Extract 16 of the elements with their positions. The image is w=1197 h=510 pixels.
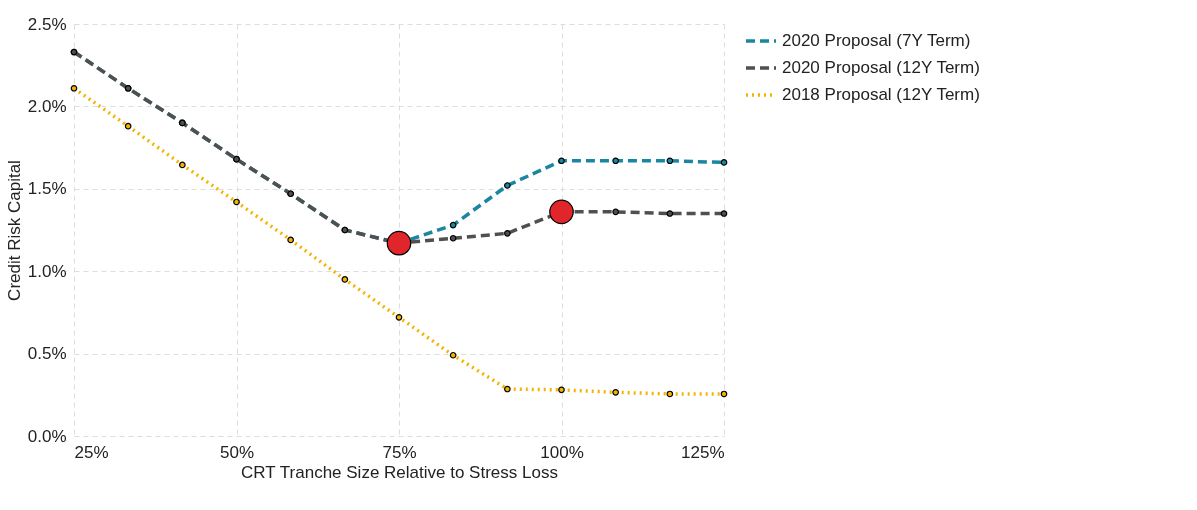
x-tick-label: 75% xyxy=(382,442,417,462)
x-tick-label: 100% xyxy=(540,442,584,462)
legend-label: 2018 Proposal (12Y Term) xyxy=(782,85,980,104)
y-tick-label: 1.5% xyxy=(27,179,67,199)
y-tick-label: 2.0% xyxy=(27,96,67,116)
y-axis-title: Credit Risk Capital xyxy=(4,160,24,301)
x-axis-title: CRT Tranche Size Relative to Stress Loss xyxy=(241,462,558,482)
x-tick-label: 50% xyxy=(219,442,255,462)
legend-label: 2020 Proposal (7Y Term) xyxy=(782,31,971,50)
x-tick-label: 125% xyxy=(681,442,725,462)
y-tick-label: 1.0% xyxy=(27,261,67,281)
x-tick-label: 25% xyxy=(74,442,109,462)
y-tick-label: 2.5% xyxy=(27,14,67,34)
legend-label: 2020 Proposal (12Y Term) xyxy=(782,58,980,77)
y-tick-label: 0.0% xyxy=(27,426,67,446)
y-tick-label: 0.5% xyxy=(27,344,67,364)
